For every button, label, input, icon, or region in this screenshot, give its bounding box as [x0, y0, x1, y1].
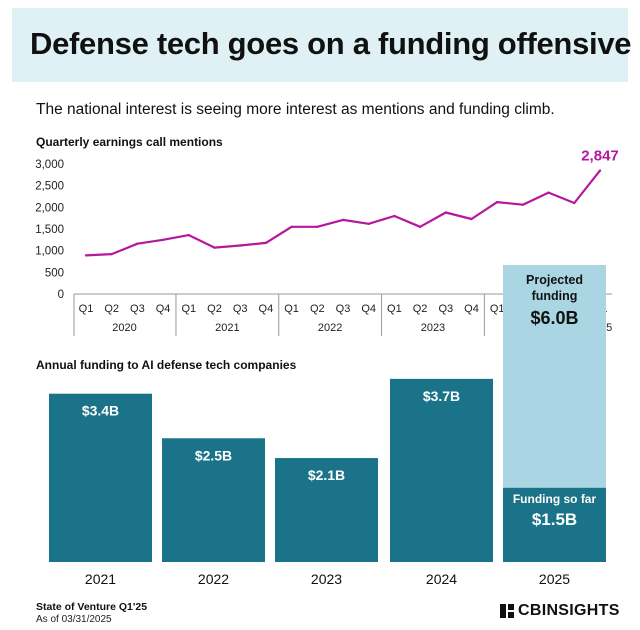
y-tick-label: 0: [58, 289, 64, 301]
mentions-data-point: [136, 242, 139, 245]
mentions-data-point: [213, 246, 216, 249]
quarter-label: Q1: [490, 303, 505, 315]
y-tick-label: 1,000: [35, 246, 64, 258]
quarter-label: Q2: [207, 303, 222, 315]
footer-date: As of 03/31/2025: [36, 614, 112, 625]
quarter-label: Q1: [284, 303, 299, 315]
year-label: 2020: [112, 322, 136, 334]
mentions-data-point: [367, 222, 370, 225]
mentions-data-point: [470, 217, 473, 221]
quarter-label: Q3: [130, 303, 145, 315]
year-category-label: 2025: [539, 571, 570, 587]
year-label: 2021: [215, 322, 239, 334]
last-value-label: 2,847: [581, 148, 619, 165]
projected-caption-line1: Projected: [526, 273, 583, 287]
bar-chart-title: Annual funding to AI defense tech compan…: [36, 358, 297, 372]
quarter-label: Q2: [104, 303, 119, 315]
mentions-data-point: [444, 211, 447, 214]
y-tick-label: 1,500: [35, 224, 64, 236]
projected-funding-bar: [503, 265, 606, 488]
y-tick-label: 3,000: [35, 159, 64, 171]
mentions-data-point: [110, 252, 113, 256]
funding-bar: [162, 438, 265, 562]
mentions-data-point: [187, 233, 190, 237]
funding-value-label: $3.4B: [82, 403, 119, 419]
year-category-label: 2021: [85, 571, 116, 587]
quarter-label: Q2: [310, 303, 325, 315]
funding-value-label: $2.1B: [308, 467, 345, 483]
mentions-data-point: [290, 225, 293, 229]
projected-caption-line2: funding: [532, 289, 578, 303]
funding-bar: [503, 487, 606, 562]
line-chart-title: Quarterly earnings call mentions: [36, 135, 223, 149]
funding-bar: [275, 458, 378, 562]
mentions-data-point: [264, 241, 268, 245]
quarter-label: Q3: [438, 303, 453, 315]
mentions-data-point: [418, 225, 422, 229]
funding-value-label: $1.5B: [532, 510, 577, 529]
year-label: 2023: [421, 322, 445, 334]
quarter-label: Q1: [79, 303, 94, 315]
projected-value-label: $6.0B: [530, 308, 578, 328]
mentions-data-point: [521, 203, 525, 206]
cbinsights-logo: CBINSIGHTS: [500, 602, 620, 620]
mentions-data-point: [573, 201, 576, 205]
mentions-data-point: [547, 191, 550, 194]
funding-value-label: $2.5B: [195, 447, 232, 463]
mentions-data-point: [161, 238, 165, 242]
year-category-label: 2024: [426, 571, 457, 587]
mentions-data-point: [341, 218, 345, 222]
quarter-label: Q4: [464, 303, 479, 315]
mentions-data-point: [393, 214, 396, 218]
quarter-label: Q1: [387, 303, 402, 315]
quarter-label: Q4: [361, 303, 376, 315]
funding-value-label: $3.7B: [423, 388, 460, 404]
quarter-label: Q3: [336, 303, 351, 315]
line-chart: 0 500 1,000 1,500 2,000 2,500 3,000 Q1 Q2 Q3 Q4 Q1 Q…: [35, 148, 619, 336]
quarter-label: Q4: [156, 303, 171, 315]
quarter-label: Q4: [259, 303, 274, 315]
bar-chart: $3.4B 2021 $2.5B 2022 $2.1B 2023 $3.7B 2024 Proj…: [49, 265, 606, 587]
mentions-data-point: [316, 225, 319, 229]
footer-source: State of Venture Q1'25: [36, 601, 148, 613]
year-category-label: 2023: [311, 571, 342, 587]
y-tick-label: 500: [45, 267, 64, 279]
quarter-label: Q2: [413, 303, 428, 315]
year-label: 2022: [318, 322, 342, 334]
y-tick-label: 2,500: [35, 181, 64, 193]
funding-bar: [390, 378, 493, 562]
logo-text: CBINSIGHTS: [518, 602, 620, 619]
page-subtitle: The national interest is seeing more int…: [36, 101, 555, 118]
mentions-data-point: [239, 244, 242, 247]
mentions-data-point: [598, 169, 602, 172]
quarter-label: Q3: [233, 303, 248, 315]
mentions-data-point: [496, 200, 499, 204]
y-tick-label: 2,000: [35, 202, 64, 214]
cbinsights-logo-icon: [500, 604, 514, 618]
funding-bar: [49, 393, 152, 562]
funding-so-far-caption: Funding so far: [513, 492, 597, 506]
header-banner: Defense tech goes on a funding offensive: [12, 8, 632, 82]
quarter-label: Q1: [181, 303, 196, 315]
page-title: Defense tech goes on a funding offensive: [30, 26, 632, 61]
mentions-data-point: [84, 254, 88, 257]
year-category-label: 2022: [198, 571, 229, 587]
